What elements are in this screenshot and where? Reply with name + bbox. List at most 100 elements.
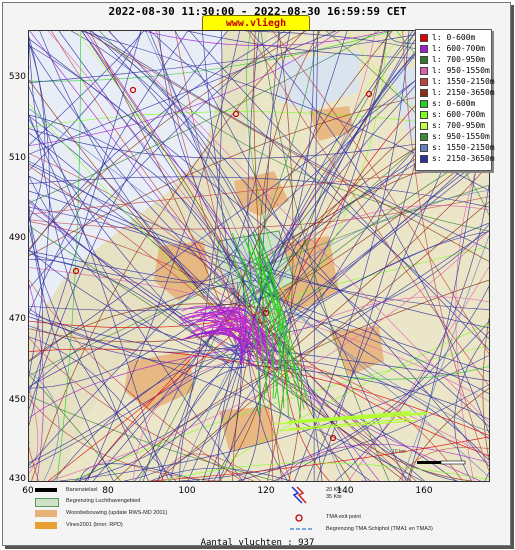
key-tma-boundary: Begrenzing TMA Schiphol (TMA1 en TMA3): [326, 526, 433, 532]
legend-item: l: 2150-3650m: [420, 88, 495, 99]
flight-track: [257, 257, 302, 418]
flight-track: [81, 31, 240, 274]
flight-track: [108, 31, 489, 467]
flight-track: [124, 325, 286, 481]
flight-track: [29, 308, 273, 353]
flight-track: [29, 31, 228, 410]
flight-track: [29, 291, 281, 311]
flight-track: [203, 313, 265, 345]
map-canvas: [29, 31, 489, 481]
flight-track: [29, 316, 423, 481]
flight-track: [214, 310, 245, 363]
flight-track: [29, 374, 39, 481]
flight-track: [174, 31, 407, 481]
flight-track: [293, 31, 410, 481]
flight-track: [266, 360, 463, 481]
flight-track: [29, 143, 489, 469]
flight-track: [210, 327, 271, 364]
flight-track: [288, 418, 410, 430]
key-wind-35: 35 Kts: [326, 494, 342, 500]
flight-tracks: [29, 31, 489, 481]
flight-track: [29, 165, 489, 215]
flight-track: [29, 31, 437, 84]
flight-track: [49, 230, 489, 481]
y-tick: 450: [8, 395, 26, 405]
legend-item: s: 700-950m: [420, 121, 485, 132]
legend-item: l: 1550-2150m: [420, 77, 495, 88]
key-vinex: Vinex2001 (bron: RPD): [66, 522, 123, 528]
flight-track: [149, 31, 270, 333]
flight-track: [252, 232, 301, 393]
flight-track: [163, 462, 489, 481]
flight-track: [29, 279, 243, 481]
map-key: Banenstelsel Begrenzing Luchthavengebied…: [28, 483, 488, 539]
flight-track: [280, 420, 417, 432]
flight-track: [169, 31, 223, 481]
flight-track: [29, 184, 489, 376]
flight-track: [84, 31, 276, 276]
legend-item: s: 600-700m: [420, 110, 485, 121]
key-airport-boundary: Begrenzing Luchthavengebied: [66, 498, 141, 504]
flight-track: [260, 238, 281, 400]
flight-track: [280, 31, 418, 333]
flight-count: Aantal vluchten : 937: [200, 538, 315, 548]
flight-track: [348, 266, 489, 481]
flight-track: [29, 128, 489, 159]
flight-track: [29, 42, 50, 375]
flight-track: [29, 31, 471, 466]
flight-track: [180, 384, 489, 481]
flight-track: [29, 31, 145, 146]
altitude-legend: l: 0-600m l: 600-700m l: 700-950m l: 950…: [415, 29, 495, 171]
flight-track: [288, 411, 429, 423]
flight-track: [231, 232, 268, 394]
flight-track: [247, 31, 489, 387]
flight-track: [29, 31, 340, 147]
flight-track: [29, 114, 243, 481]
flight-track: [313, 31, 319, 481]
flight-track: [398, 447, 489, 481]
flight-track: [401, 235, 489, 481]
flight-track: [150, 436, 489, 481]
flight-track: [242, 234, 293, 395]
y-tick: 530: [8, 72, 26, 82]
flight-track: [59, 355, 489, 481]
runway-swatch: [35, 488, 57, 492]
legend-swatch: [420, 44, 428, 53]
flight-track: [84, 31, 489, 262]
x-tick: 100: [178, 486, 196, 496]
airport-boundary-swatch: [35, 498, 59, 507]
flight-track: [259, 289, 489, 373]
flight-track: [113, 279, 489, 481]
flight-track: [182, 315, 258, 370]
x-tick: 60: [22, 486, 34, 496]
flight-track: [181, 305, 268, 347]
legend-swatch: [420, 121, 428, 130]
legend-swatch: [420, 66, 428, 75]
flight-track: [29, 395, 276, 481]
flight-track: [335, 185, 489, 481]
flight-track: [198, 323, 489, 481]
legend-swatch: [420, 99, 428, 108]
flight-track: [29, 249, 255, 352]
flight-track: [157, 31, 291, 481]
flight-track: [268, 341, 458, 481]
flight-track: [402, 31, 489, 472]
flight-track: [288, 410, 412, 422]
flight-track: [201, 31, 236, 302]
flight-track: [150, 468, 291, 481]
legend-swatch: [420, 55, 428, 64]
flight-track: [29, 45, 253, 281]
flight-track: [29, 250, 236, 290]
legend-item: s: 0-600m: [420, 99, 475, 110]
flight-track: [279, 31, 438, 370]
flight-track: [275, 163, 489, 364]
flight-track: [29, 31, 307, 250]
flight-track: [29, 303, 268, 361]
flight-track: [77, 352, 237, 481]
vinex-swatch: [35, 522, 57, 529]
flight-track: [274, 31, 388, 335]
flight-track: [29, 38, 150, 481]
flight-track: [75, 31, 233, 277]
flight-track: [79, 463, 200, 481]
flight-track: [212, 308, 259, 361]
